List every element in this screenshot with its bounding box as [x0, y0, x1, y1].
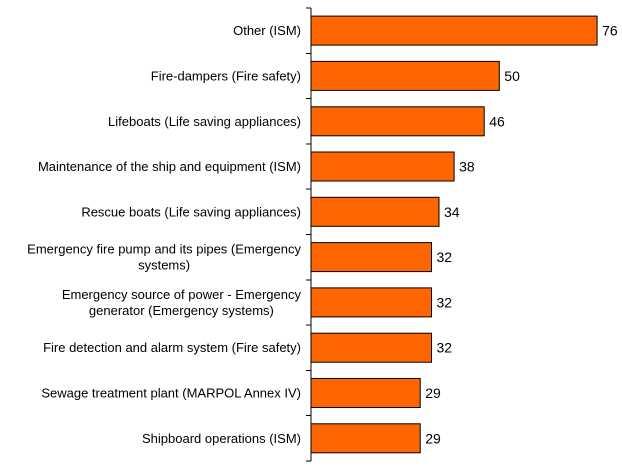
- category-label-10: Shipboard operations (ISM): [142, 431, 301, 446]
- category-label-3: Lifeboats (Life saving appliances): [108, 114, 301, 129]
- category-labels-layer: Other (ISM) Fire-dampers (Fire safety) Lif…: [27, 23, 301, 446]
- data-label-1: 76: [602, 23, 618, 39]
- category-label-8: Fire detection and alarm system (Fire sa…: [43, 340, 301, 355]
- category-label-5: Rescue boats (Life saving appliances): [81, 204, 301, 219]
- category-label-4: Maintenance of the ship and equipment (I…: [38, 159, 301, 174]
- data-label-6: 32: [437, 249, 453, 265]
- data-label-9: 29: [425, 385, 441, 401]
- bar-6: [310, 242, 432, 273]
- bar-8: [310, 332, 432, 363]
- category-label-6: Emergency fire pump and its pipes (Emerg…: [27, 242, 301, 273]
- bar-4: [310, 151, 455, 182]
- bars-layer: [310, 15, 598, 454]
- bar-10: [310, 423, 421, 454]
- data-label-4: 38: [459, 159, 475, 175]
- category-label-1: Other (ISM): [233, 23, 301, 38]
- bar-7: [310, 287, 432, 318]
- data-label-3: 46: [489, 113, 505, 129]
- category-label-2: Fire-dampers (Fire safety): [151, 68, 301, 83]
- bar-9: [310, 378, 421, 408]
- category-label-7: Emergency source of power - Emergency gen…: [62, 287, 302, 318]
- y-axis-layer: [306, 7, 312, 462]
- data-label-10: 29: [425, 430, 441, 446]
- data-label-5: 34: [444, 204, 460, 220]
- bar-1: [310, 15, 598, 46]
- data-label-2: 50: [504, 68, 520, 84]
- bar-5: [310, 196, 440, 227]
- data-label-8: 32: [437, 340, 453, 356]
- bar-2: [310, 60, 500, 91]
- data-label-7: 32: [437, 294, 453, 310]
- category-label-9: Sewage treatment plant (MARPOL Annex IV): [41, 386, 301, 401]
- bar-3: [310, 106, 485, 137]
- data-labels-layer: 76 50 46 38 34 32 32 32 29 29: [425, 23, 618, 447]
